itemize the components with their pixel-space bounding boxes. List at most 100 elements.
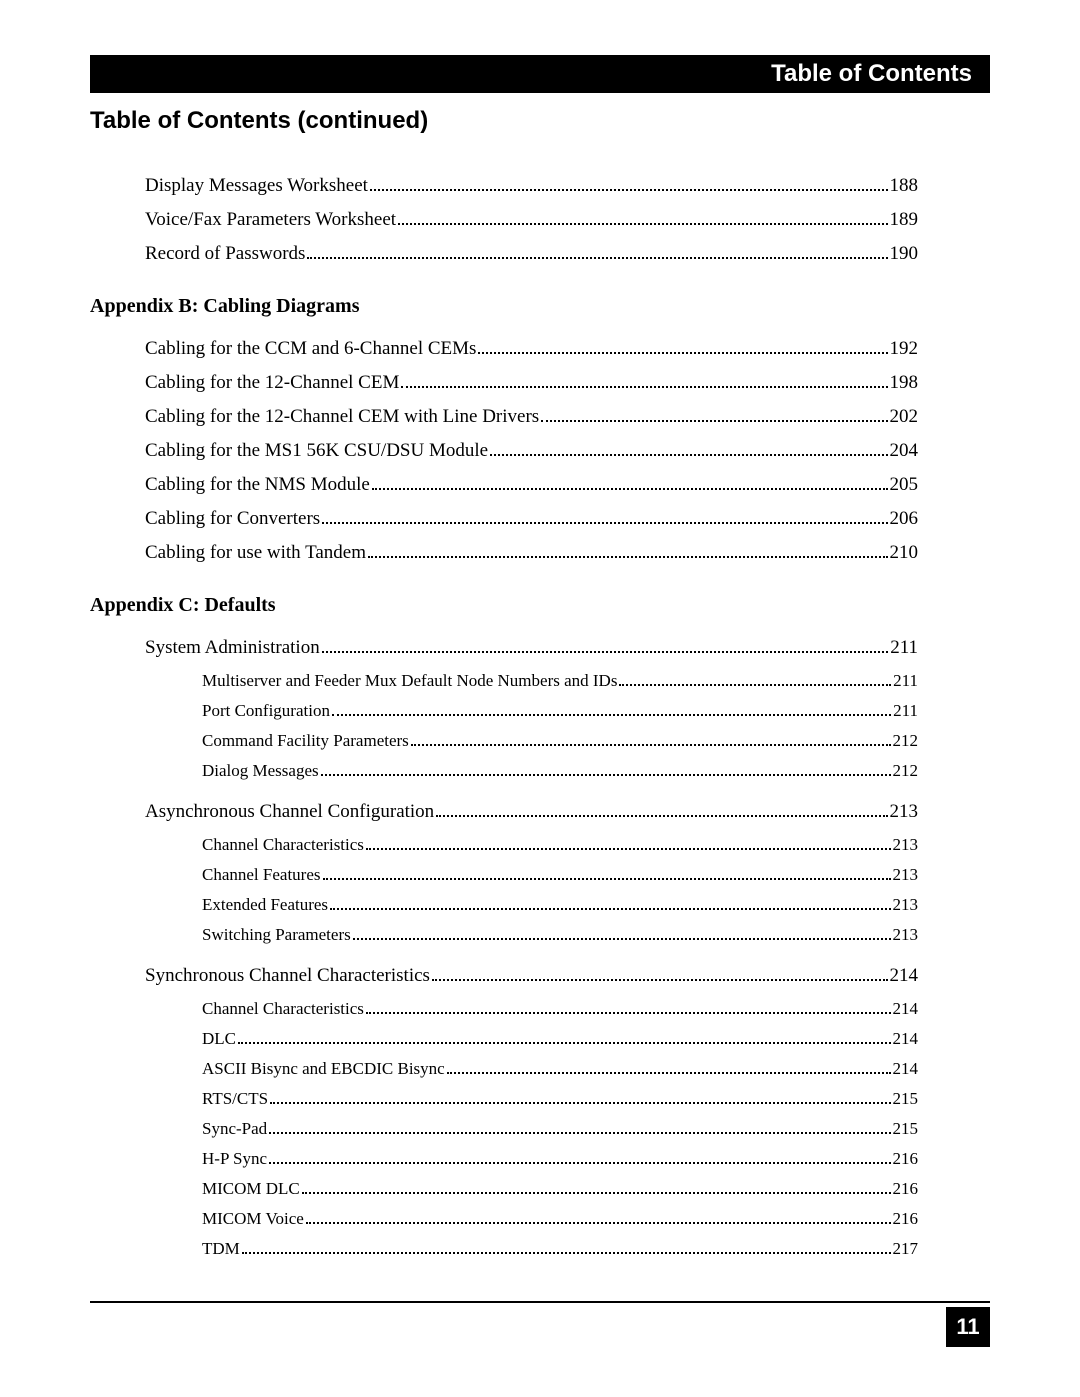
toc-entry-page: 202 bbox=[890, 406, 919, 428]
page-number-text: 11 bbox=[956, 1314, 979, 1340]
toc-leader-dots bbox=[372, 488, 888, 490]
footer-rule bbox=[90, 1301, 990, 1303]
toc-entry-label: Sync-Pad bbox=[202, 1119, 267, 1139]
toc-leader-dots bbox=[269, 1132, 890, 1134]
toc-subentry: Extended Features 213 bbox=[90, 895, 918, 915]
toc-entry: Cabling for the NMS Module 205 bbox=[90, 474, 918, 496]
toc-entry: Record of Passwords 190 bbox=[90, 243, 918, 265]
toc-entry: Display Messages Worksheet 188 bbox=[90, 175, 918, 197]
toc-entry-page: 211 bbox=[890, 637, 918, 659]
toc-entry-label: Channel Characteristics bbox=[202, 835, 364, 855]
page-number: 11 bbox=[946, 1307, 990, 1347]
toc-subentry: Switching Parameters 213 bbox=[90, 925, 918, 945]
toc-leader-dots bbox=[323, 878, 891, 880]
toc-entry-page: 211 bbox=[893, 701, 918, 721]
toc-subentry: Sync-Pad 215 bbox=[90, 1119, 918, 1139]
toc-subentry: Dialog Messages 212 bbox=[90, 761, 918, 781]
toc-subentry: Channel Features 213 bbox=[90, 865, 918, 885]
toc-entry-label: Cabling for use with Tandem bbox=[145, 542, 366, 564]
toc-entry-page: 212 bbox=[893, 731, 919, 751]
toc-entry: Cabling for Converters 206 bbox=[90, 508, 918, 530]
toc-entry-label: MICOM DLC bbox=[202, 1179, 300, 1199]
toc-entry-page: 213 bbox=[890, 801, 919, 823]
toc-entry: Cabling for the CCM and 6-Channel CEMs 1… bbox=[90, 338, 918, 360]
toc-subentry: ASCII Bisync and EBCDIC Bisync 214 bbox=[90, 1059, 918, 1079]
toc-entry: Asynchronous Channel Configuration 213 bbox=[90, 801, 918, 823]
toc-entry-page: 188 bbox=[890, 175, 919, 197]
toc-leader-dots bbox=[366, 848, 891, 850]
toc-leader-dots bbox=[447, 1072, 891, 1074]
toc-entry-page: 205 bbox=[890, 474, 919, 496]
toc-entry-page: 190 bbox=[890, 243, 919, 265]
toc-subentry: MICOM Voice 216 bbox=[90, 1209, 918, 1229]
toc-subentry: Channel Characteristics 213 bbox=[90, 835, 918, 855]
toc-subentry: Command Facility Parameters 212 bbox=[90, 731, 918, 751]
toc-leader-dots bbox=[619, 684, 891, 686]
toc-leader-dots bbox=[432, 979, 888, 981]
toc-entry-page: 213 bbox=[893, 895, 919, 915]
toc-entry-label: Display Messages Worksheet bbox=[145, 175, 368, 197]
toc-subentry: Multiserver and Feeder Mux Default Node … bbox=[90, 671, 918, 691]
toc-leader-dots bbox=[306, 1222, 891, 1224]
toc-leader-dots bbox=[307, 257, 887, 259]
toc-entry-page: 210 bbox=[890, 542, 919, 564]
toc-entry-label: Cabling for the NMS Module bbox=[145, 474, 370, 496]
toc-entry-label: TDM bbox=[202, 1239, 240, 1259]
toc-entry-label: Cabling for the MS1 56K CSU/DSU Module bbox=[145, 440, 488, 462]
toc-leader-dots bbox=[238, 1042, 891, 1044]
toc-entry-page: 216 bbox=[893, 1209, 919, 1229]
toc-entry: Cabling for the 12-Channel CEM with Line… bbox=[90, 406, 918, 428]
toc-entry-label: Cabling for the 12-Channel CEM bbox=[145, 372, 399, 394]
toc-entry: Cabling for the 12-Channel CEM 198 bbox=[90, 372, 918, 394]
toc-entry-page: 211 bbox=[893, 671, 918, 691]
toc-entry: Cabling for use with Tandem 210 bbox=[90, 542, 918, 564]
toc-leader-dots bbox=[370, 189, 888, 191]
document-page: Table of Contents Table of Contents (con… bbox=[0, 0, 1080, 1397]
toc-entry-page: 215 bbox=[893, 1119, 919, 1139]
toc-entry-label: Asynchronous Channel Configuration bbox=[145, 801, 434, 823]
toc-entry-page: 215 bbox=[893, 1089, 919, 1109]
toc-entry-page: 214 bbox=[893, 999, 919, 1019]
toc-entry-label: Synchronous Channel Characteristics bbox=[145, 965, 430, 987]
toc-entry-label: Cabling for the 12-Channel CEM with Line… bbox=[145, 406, 539, 428]
toc-entry-label: Cabling for Converters bbox=[145, 508, 320, 530]
toc-entry: Voice/Fax Parameters Worksheet 189 bbox=[90, 209, 918, 231]
section-title: Table of Contents (continued) bbox=[90, 107, 990, 135]
toc-leader-dots bbox=[411, 744, 891, 746]
toc-leader-dots bbox=[321, 774, 891, 776]
toc-leader-dots bbox=[366, 1012, 891, 1014]
toc-subentry: MICOM DLC 216 bbox=[90, 1179, 918, 1199]
toc-leader-dots bbox=[332, 714, 891, 716]
toc-subentry: RTS/CTS 215 bbox=[90, 1089, 918, 1109]
toc-entry: Cabling for the MS1 56K CSU/DSU Module 2… bbox=[90, 440, 918, 462]
toc-entry-page: 216 bbox=[893, 1149, 919, 1169]
toc-entry-label: DLC bbox=[202, 1029, 236, 1049]
toc-entry-page: 213 bbox=[893, 865, 919, 885]
header-bar: Table of Contents bbox=[90, 55, 990, 93]
toc-entry-page: 214 bbox=[890, 965, 919, 987]
toc-leader-dots bbox=[353, 938, 891, 940]
toc-leader-dots bbox=[368, 556, 887, 558]
toc-leader-dots bbox=[302, 1192, 891, 1194]
toc-leader-dots bbox=[242, 1252, 891, 1254]
toc-entry-label: H-P Sync bbox=[202, 1149, 267, 1169]
toc-entry-label: RTS/CTS bbox=[202, 1089, 268, 1109]
toc-leader-dots bbox=[490, 454, 887, 456]
toc-leader-dots bbox=[322, 651, 889, 653]
toc-subentry: TDM 217 bbox=[90, 1239, 918, 1259]
toc-leader-dots bbox=[270, 1102, 890, 1104]
toc-entry: Synchronous Channel Characteristics 214 bbox=[90, 965, 918, 987]
toc-subentry: DLC 214 bbox=[90, 1029, 918, 1049]
toc-leader-dots bbox=[322, 522, 887, 524]
toc-entry-label: Channel Characteristics bbox=[202, 999, 364, 1019]
toc-subentry: Channel Characteristics 214 bbox=[90, 999, 918, 1019]
toc-entry-label: Dialog Messages bbox=[202, 761, 319, 781]
toc-entry-label: Cabling for the CCM and 6-Channel CEMs bbox=[145, 338, 476, 360]
toc-entry-label: Record of Passwords bbox=[145, 243, 305, 265]
toc-entry-page: 217 bbox=[893, 1239, 919, 1259]
toc-subentry: Port Configuration 211 bbox=[90, 701, 918, 721]
toc-leader-dots bbox=[436, 815, 887, 817]
toc-entry-page: 204 bbox=[890, 440, 919, 462]
toc-subentry: H-P Sync 216 bbox=[90, 1149, 918, 1169]
toc-entry-label: Switching Parameters bbox=[202, 925, 351, 945]
